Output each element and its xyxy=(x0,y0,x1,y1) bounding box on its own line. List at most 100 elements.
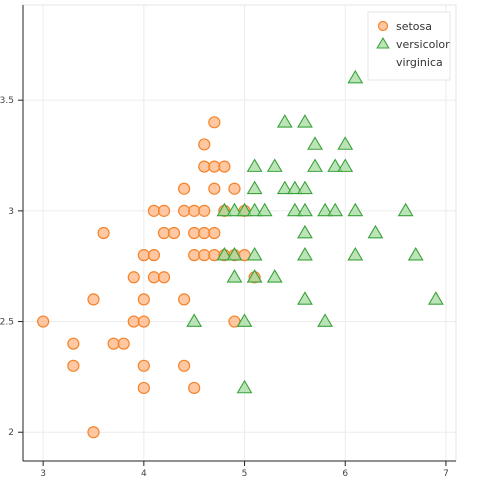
y-tick-label: 2.5 xyxy=(0,318,14,328)
versicolor-point xyxy=(297,180,313,195)
setosa-point xyxy=(137,315,150,328)
versicolor-point xyxy=(297,246,313,261)
setosa-point xyxy=(107,337,120,350)
x-tick-label: 7 xyxy=(443,469,449,479)
versicolor-point xyxy=(286,180,303,195)
y-tick-label: 3 xyxy=(8,207,14,217)
versicolor-point xyxy=(186,313,203,327)
setosa-point xyxy=(137,381,150,395)
setosa-point xyxy=(208,182,221,195)
versicolor-point xyxy=(307,136,323,150)
setosa-point xyxy=(208,226,221,240)
versicolor-point xyxy=(246,158,263,172)
versicolor-point xyxy=(246,202,263,217)
setosa-point xyxy=(178,293,191,306)
setosa-point xyxy=(167,226,181,240)
versicolor-point xyxy=(297,224,313,239)
setosa-point xyxy=(208,116,221,129)
setosa-point xyxy=(178,182,191,195)
versicolor-point xyxy=(286,202,303,217)
versicolor-point xyxy=(256,202,273,217)
versicolor-point xyxy=(327,158,344,172)
setosa-point xyxy=(198,160,211,173)
y-grid-lines xyxy=(23,99,456,433)
y-tick-label: 2 xyxy=(8,428,14,438)
x-tick-label: 3 xyxy=(40,469,46,479)
legend: setosa versicolor virginica xyxy=(367,11,451,81)
legend-label-versicolor: versicolor xyxy=(396,38,450,51)
setosa-point xyxy=(127,315,140,328)
setosa-point xyxy=(137,359,150,372)
setosa-point xyxy=(147,271,161,284)
setosa-point xyxy=(97,226,110,240)
setosa-point xyxy=(67,337,80,350)
versicolor-point xyxy=(347,246,364,261)
setosa-point xyxy=(208,160,221,173)
setosa-point xyxy=(137,293,150,306)
versicolor-point xyxy=(226,246,243,261)
versicolor-point xyxy=(427,291,444,305)
setosa-point xyxy=(188,226,201,240)
versicolor-point xyxy=(317,202,334,217)
x-axis-ticks: 3 4 5 6 7 xyxy=(40,461,449,479)
x-tick-label: 6 xyxy=(342,469,348,479)
versicolor-point xyxy=(266,158,283,172)
setosa-point xyxy=(188,381,201,395)
setosa-point xyxy=(37,315,50,328)
versicolor-point xyxy=(226,202,243,217)
setosa-point xyxy=(198,226,211,240)
versicolor-point xyxy=(216,246,233,261)
legend-marker-versicolor xyxy=(376,37,390,49)
versicolor-point xyxy=(307,158,323,172)
setosa-point xyxy=(198,138,211,151)
versicolor-point xyxy=(407,246,424,261)
setosa-point xyxy=(67,359,80,372)
setosa-point xyxy=(127,271,140,284)
setosa-point xyxy=(228,182,241,195)
versicolor-point xyxy=(236,202,253,217)
versicolor-point xyxy=(337,158,354,172)
legend-label-virginica: virginica xyxy=(396,56,443,69)
versicolor-point xyxy=(337,136,354,150)
versicolor-point xyxy=(317,313,334,327)
setosa-point xyxy=(178,204,191,217)
x-tick-label: 5 xyxy=(242,469,248,479)
versicolor-point xyxy=(297,202,313,217)
setosa-point xyxy=(87,293,100,306)
setosa-point xyxy=(218,160,231,173)
legend-marker-setosa xyxy=(377,20,389,32)
versicolor-point xyxy=(216,202,233,217)
setosa-point xyxy=(117,337,130,350)
x-tick-label: 4 xyxy=(141,469,147,479)
legend-item-setosa: setosa xyxy=(377,20,432,33)
setosa-point xyxy=(157,226,171,240)
versicolor-point xyxy=(276,114,293,128)
setosa-point xyxy=(157,204,171,217)
legend-label-setosa: setosa xyxy=(396,20,432,33)
series-versicolor xyxy=(186,69,444,394)
setosa-point xyxy=(188,249,201,262)
data-points xyxy=(37,69,444,439)
setosa-point xyxy=(198,204,211,217)
versicolor-point xyxy=(276,180,293,195)
versicolor-point xyxy=(327,202,344,217)
setosa-point xyxy=(87,426,100,439)
versicolor-point xyxy=(246,246,263,261)
versicolor-point xyxy=(347,69,364,84)
y-axis-ticks: 2 2.5 3 3.5 xyxy=(0,96,23,438)
versicolor-point xyxy=(226,269,243,283)
versicolor-point xyxy=(297,114,313,128)
versicolor-point xyxy=(297,291,313,305)
versicolor-point xyxy=(236,379,253,394)
setosa-point xyxy=(188,204,201,217)
series-setosa xyxy=(37,116,261,439)
setosa-point xyxy=(178,359,191,372)
versicolor-point xyxy=(266,269,283,283)
setosa-point xyxy=(198,249,211,262)
versicolor-point xyxy=(347,202,364,217)
versicolor-point xyxy=(367,224,384,239)
setosa-point xyxy=(137,249,150,262)
versicolor-point xyxy=(246,180,263,195)
versicolor-point xyxy=(236,313,253,327)
